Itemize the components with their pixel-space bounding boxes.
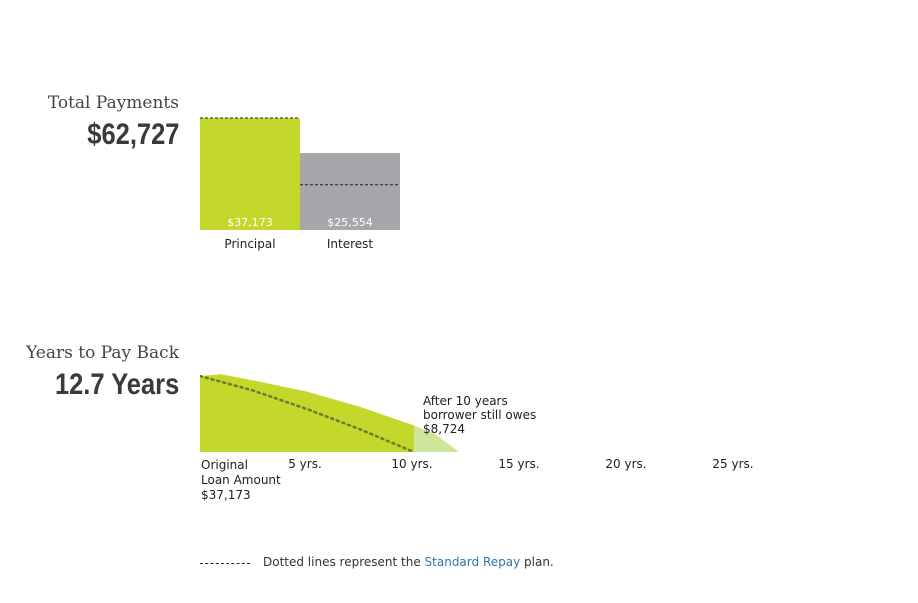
x-tick-5: 5 yrs.	[288, 457, 322, 471]
legend-text: Dotted lines represent the Standard Repa…	[263, 555, 554, 569]
x-tick-15: 15 yrs.	[498, 457, 540, 471]
payoff-area-chart	[200, 374, 459, 454]
bar-category-principal: Principal	[224, 237, 276, 251]
annotation-line-1: After 10 years	[423, 394, 508, 408]
original-loan-label: Original Loan Amount $37,173	[201, 458, 311, 503]
total-payments-label: Total Payments	[47, 93, 179, 113]
annotation-line-2: borrower still owes	[423, 408, 537, 422]
total-payments-amount: $62,727	[86, 118, 179, 151]
bar-category-interest: Interest	[326, 237, 374, 251]
annotation-line-3: $8,724	[423, 422, 465, 436]
original-loan-line-2: Loan Amount	[201, 473, 281, 487]
ten-year-annotation: After 10 years borrower still owes $8,72…	[423, 394, 583, 436]
original-loan-line-1: Original	[201, 458, 248, 472]
legend-suffix: plan.	[520, 555, 554, 569]
bar-interest	[300, 153, 400, 230]
payments-bar-chart: $37,173 $25,554	[200, 117, 400, 230]
x-tick-20: 20 yrs.	[605, 457, 647, 471]
balance-area-after-10-years	[414, 425, 459, 452]
x-tick-10: 10 yrs.	[391, 457, 433, 471]
balance-area-first-10-years	[200, 374, 414, 452]
bar-principal	[200, 118, 300, 230]
bar-value-label-principal: $37,173	[227, 216, 273, 229]
original-loan-line-3: $37,173	[201, 488, 251, 502]
years-to-pay-back-label: Years to Pay Back	[26, 343, 179, 363]
legend-prefix: Dotted lines represent the	[263, 555, 425, 569]
standard-repay-link[interactable]: Standard Repay	[424, 555, 521, 569]
legend-dotted-line	[200, 563, 250, 564]
years-to-pay-back-amount: 12.7 Years	[54, 368, 179, 401]
standard-repay-dotted-line	[200, 374, 416, 454]
x-tick-25: 25 yrs.	[712, 457, 754, 471]
bar-value-label-interest: $25,554	[327, 216, 373, 229]
